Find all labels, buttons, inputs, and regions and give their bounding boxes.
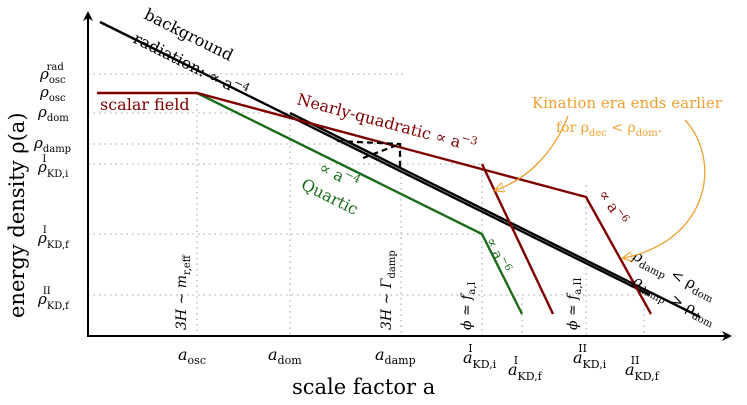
x-tick-a-kd-i-I: aKD,iI: [463, 342, 497, 371]
annotation-line-1: Kination era ends earlier: [532, 94, 723, 112]
kination-I-scaling-label: ∝ a−6: [482, 234, 514, 275]
relation-labels: ρdamp < ρdom ρdamp > ρdom: [628, 246, 719, 331]
relation-damp-less-dom: ρdamp < ρdom: [628, 246, 719, 306]
y-tick-rho-kd-f-II: ρKD,fII: [37, 286, 70, 312]
x-tick-a-kd-f-II: aKD,fII: [625, 354, 660, 383]
x-tick-a-damp: adamp: [375, 345, 416, 367]
damp-triangle-diag: [362, 142, 401, 160]
y-tick-rho-kd-f-I: ρKD,fI: [37, 225, 70, 251]
radiation-line-1: [99, 20, 651, 297]
y-tick-rho-osc-rad: ρoscrad: [39, 62, 66, 86]
x-tick-a-kd-f-I: aKD,fI: [508, 354, 543, 383]
vertical-condition-labels: 3H ∼ mr,eff 3H ∼ Γdamp ϕ ≃ fa,I ϕ ≃ fa,I…: [174, 250, 584, 330]
kination-annotation: Kination era ends earlier for ρdec < ρdo…: [532, 94, 723, 139]
y-tick-rho-osc: ρosc: [39, 83, 66, 104]
x-tick-labels: aosc adom adamp aKD,iI aKD,fI aKD,iII aK…: [178, 342, 660, 383]
nearly-quadratic-label: Nearly-quadratic ∝ a−3: [295, 88, 479, 156]
condition-phi-II: ϕ ≃ fa,II: [565, 278, 584, 330]
radiation-line-2: [289, 111, 701, 319]
annotation-line-2: for ρdec < ρdom.: [556, 120, 662, 139]
radiation-label: background radiation: ∝ a−4: [130, 5, 252, 95]
x-tick-a-osc: aosc: [178, 345, 206, 367]
scalar-field-label: scalar field: [100, 95, 190, 114]
scalar-quartic-curve: [196, 91, 524, 315]
annotation-arrow-2: [624, 119, 706, 258]
x-tick-a-kd-i-II: aKD,iII: [573, 342, 607, 371]
damp-triangle: [336, 139, 402, 170]
y-tick-rho-dom: ρdom: [37, 103, 69, 124]
y-tick-rho-damp: ρdamp: [33, 134, 71, 155]
annotation-arrow-1: [496, 115, 569, 190]
y-tick-rho-kd-i-I: ρKD,iI: [37, 154, 68, 180]
scalar-quadratic-curve: [97, 91, 653, 315]
y-tick-labels: ρoscrad ρosc ρdom ρdamp ρKD,iI ρKD,fI ρK…: [33, 62, 71, 312]
condition-phi-I: ϕ ≃ fa,I: [459, 282, 478, 331]
y-axis-title: energy density ρ(a): [5, 112, 29, 318]
condition-damp: 3H ∼ Γdamp: [379, 250, 398, 330]
x-axis-title: scale factor a: [292, 375, 435, 399]
condition-osc: 3H ∼ mr,eff: [174, 254, 193, 330]
x-tick-a-dom: adom: [268, 345, 302, 367]
